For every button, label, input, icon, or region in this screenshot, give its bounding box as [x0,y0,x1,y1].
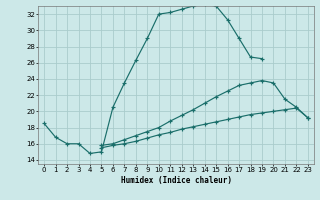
X-axis label: Humidex (Indice chaleur): Humidex (Indice chaleur) [121,176,231,185]
